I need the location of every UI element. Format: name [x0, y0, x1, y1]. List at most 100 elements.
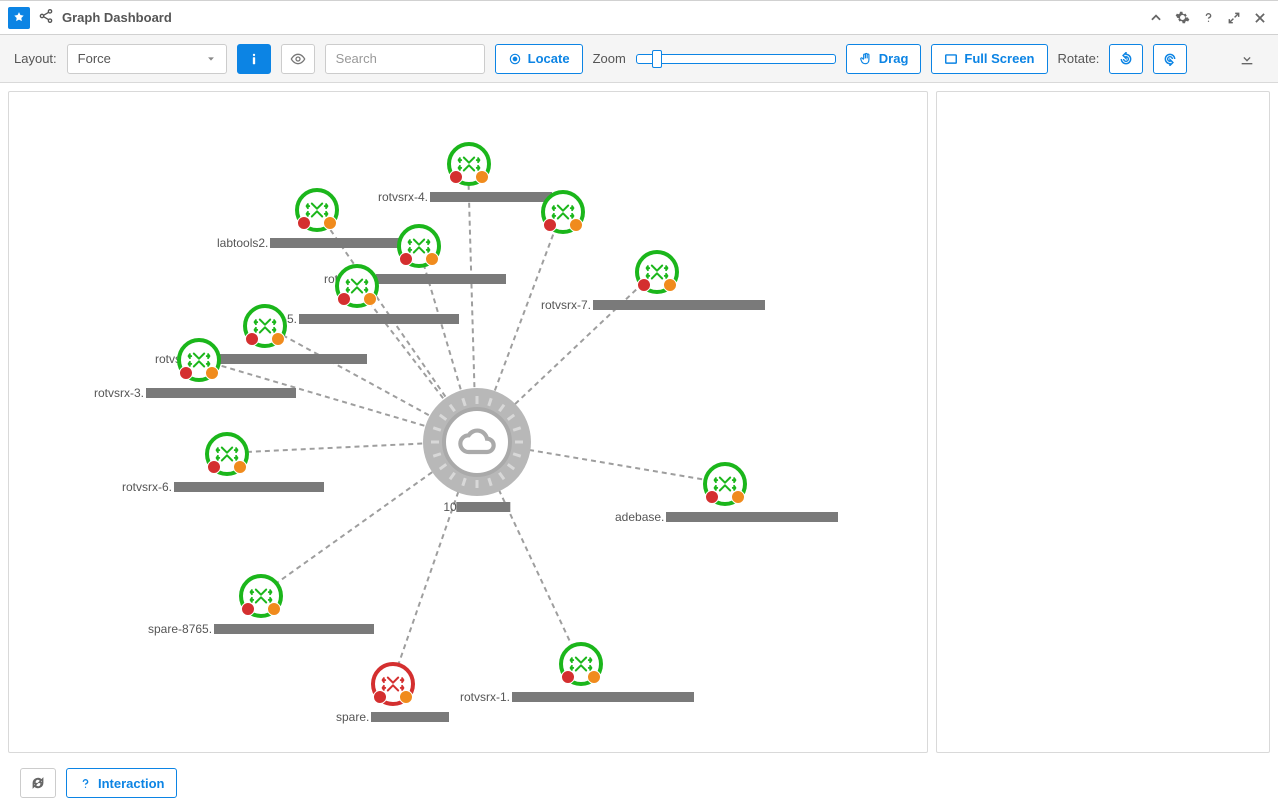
- node-label: rotvsrx-6.: [122, 480, 174, 494]
- status-badge-icon: [179, 366, 193, 380]
- info-button[interactable]: [237, 44, 271, 74]
- graph-node[interactable]: rotvsrx-7.: [635, 250, 679, 294]
- graph-node[interactable]: adebase.: [703, 462, 747, 506]
- type-badge-icon: [363, 292, 377, 306]
- status-badge-icon: [241, 602, 255, 616]
- status-badge-icon: [337, 292, 351, 306]
- type-badge-icon: [475, 170, 489, 184]
- graph-node[interactable]: rotvsrx-3.: [177, 338, 221, 382]
- app-logo-icon: [8, 7, 30, 29]
- type-badge-icon: [731, 490, 745, 504]
- type-badge-icon: [267, 602, 281, 616]
- drag-label: Drag: [879, 51, 909, 66]
- node-label: rotvsrx-4.: [378, 190, 430, 204]
- collapse-button[interactable]: [1146, 8, 1166, 28]
- zoom-slider[interactable]: [636, 52, 836, 66]
- node-label: spare.: [336, 710, 371, 724]
- node-label: rotvsrx-3.: [94, 386, 146, 400]
- fullscreen-button[interactable]: Full Screen: [931, 44, 1047, 74]
- node-label-redacted: [207, 354, 367, 364]
- status-badge-icon: [399, 252, 413, 266]
- graph-node[interactable]: spare.: [371, 662, 415, 706]
- type-badge-icon: [399, 690, 413, 704]
- locate-label: Locate: [528, 51, 570, 66]
- graph-canvas[interactable]: 10 rotvsrx-4.: [8, 91, 928, 753]
- graph-hub-node[interactable]: 10: [423, 388, 531, 496]
- status-badge-icon: [543, 218, 557, 232]
- side-panel: [936, 91, 1270, 753]
- graph-node[interactable]: [541, 190, 585, 234]
- node-label: spare-8765.: [148, 622, 214, 636]
- graph-node[interactable]: rotvsrx-1.: [559, 642, 603, 686]
- type-badge-icon: [569, 218, 583, 232]
- graph-node[interactable]: rotvsrx-5.: [335, 264, 379, 308]
- info-icon: [247, 52, 261, 66]
- layout-select-value: Force: [78, 51, 111, 66]
- node-label-redacted: [593, 300, 765, 310]
- node-label-redacted: [430, 192, 552, 202]
- status-badge-icon: [705, 490, 719, 504]
- close-icon[interactable]: [1250, 8, 1270, 28]
- node-label-redacted: [214, 624, 374, 634]
- type-badge-icon: [233, 460, 247, 474]
- help-icon[interactable]: [1198, 8, 1218, 28]
- node-label-redacted: [371, 712, 449, 722]
- node-label-redacted: [376, 274, 506, 284]
- visibility-button[interactable]: [281, 44, 315, 74]
- expand-icon[interactable]: [1224, 8, 1244, 28]
- rotate-cw-icon: [1163, 52, 1177, 66]
- download-button[interactable]: [1230, 44, 1264, 74]
- share-icon: [38, 8, 54, 27]
- status-badge-icon: [637, 278, 651, 292]
- node-label: rotvsrx-1.: [460, 690, 512, 704]
- status-badge-icon: [561, 670, 575, 684]
- graph-node[interactable]: labtools2.: [295, 188, 339, 232]
- search-input[interactable]: [325, 44, 485, 74]
- node-label: rotvsrx-7.: [541, 298, 593, 312]
- eye-icon: [290, 51, 306, 67]
- interaction-label: Interaction: [98, 776, 164, 791]
- refresh-icon: [31, 776, 45, 790]
- layout-label: Layout:: [14, 51, 57, 66]
- footer-toolbar: Interaction: [0, 761, 1278, 805]
- graph-node[interactable]: spare-8765.: [239, 574, 283, 618]
- rotate-cw-button[interactable]: [1153, 44, 1187, 74]
- rotate-label: Rotate:: [1058, 51, 1100, 66]
- node-label-redacted: [146, 388, 296, 398]
- status-badge-icon: [449, 170, 463, 184]
- node-label: labtools2.: [217, 236, 270, 250]
- fullscreen-icon: [944, 52, 958, 66]
- rotate-ccw-button[interactable]: [1109, 44, 1143, 74]
- hand-icon: [859, 52, 873, 66]
- type-badge-icon: [271, 332, 285, 346]
- download-icon: [1239, 51, 1255, 67]
- interaction-button[interactable]: Interaction: [66, 768, 177, 798]
- refresh-button[interactable]: [20, 768, 56, 798]
- graph-node[interactable]: rotvsrx-8.: [243, 304, 287, 348]
- type-badge-icon: [205, 366, 219, 380]
- fullscreen-label: Full Screen: [964, 51, 1034, 66]
- drag-button[interactable]: Drag: [846, 44, 922, 74]
- node-label-redacted: [174, 482, 324, 492]
- node-label: adebase.: [615, 510, 666, 524]
- zoom-slider-track: [636, 54, 836, 64]
- graph-node[interactable]: rotvsrx-2.: [397, 224, 441, 268]
- node-label-redacted: [512, 692, 694, 702]
- node-label-redacted: [299, 314, 459, 324]
- zoom-slider-thumb[interactable]: [652, 50, 662, 68]
- gear-icon[interactable]: [1172, 8, 1192, 28]
- zoom-label: Zoom: [593, 51, 626, 66]
- type-badge-icon: [323, 216, 337, 230]
- type-badge-icon: [663, 278, 677, 292]
- status-badge-icon: [245, 332, 259, 346]
- status-badge-icon: [373, 690, 387, 704]
- target-icon: [508, 52, 522, 66]
- rotate-ccw-icon: [1119, 52, 1133, 66]
- layout-select[interactable]: Force: [67, 44, 227, 74]
- graph-node[interactable]: rotvsrx-6.: [205, 432, 249, 476]
- chevron-down-icon: [206, 54, 216, 64]
- locate-button[interactable]: Locate: [495, 44, 583, 74]
- type-badge-icon: [587, 670, 601, 684]
- question-icon: [79, 777, 92, 790]
- graph-node[interactable]: rotvsrx-4.: [447, 142, 491, 186]
